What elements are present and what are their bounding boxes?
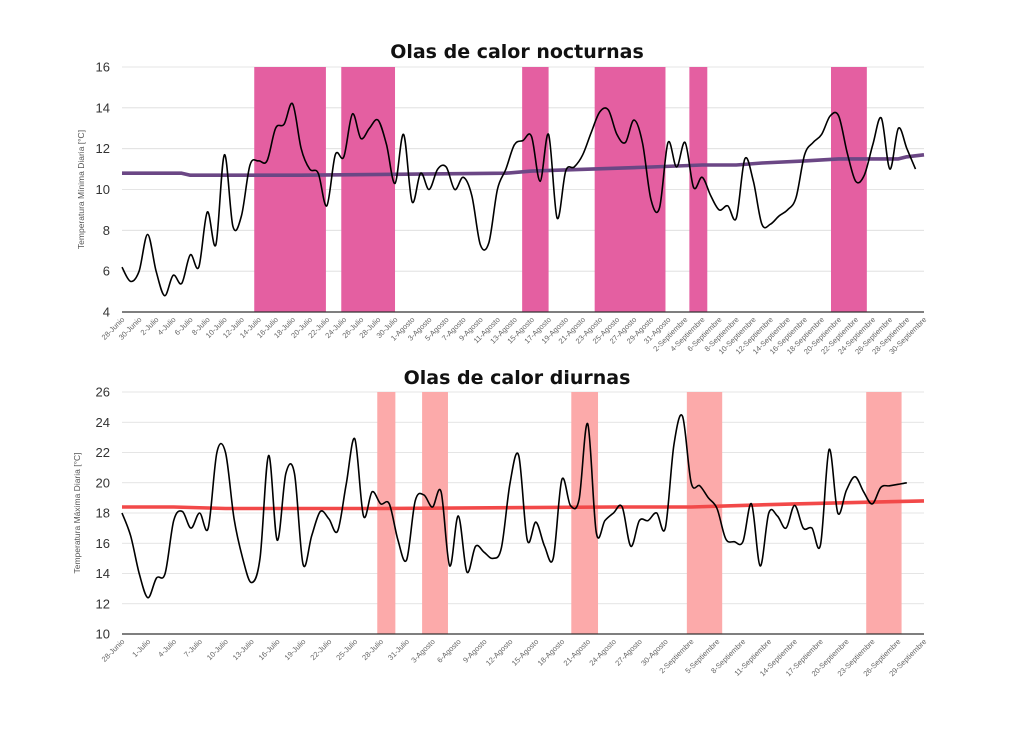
x-tick-label: 12-Agosto xyxy=(484,637,515,668)
x-tick-label: 4-Julio xyxy=(156,637,178,659)
chart-2: Olas de calor diurnas 10 12 14 16 18 20 22 24 26 T… xyxy=(72,367,928,678)
y-tick-label: 14 xyxy=(96,100,110,115)
chart-title: Olas de calor nocturnas xyxy=(390,41,644,63)
x-tick-label: 24-Agosto xyxy=(587,637,618,668)
y-tick-label: 12 xyxy=(96,141,110,156)
y-tick-label: 22 xyxy=(96,445,110,460)
x-tick-label: 31-Julio xyxy=(386,637,411,662)
x-tick-label: 10-Julio xyxy=(205,637,230,662)
chart-title: Olas de calor diurnas xyxy=(404,367,631,389)
y-tick-label: 16 xyxy=(96,536,110,551)
x-tick-label: 4-Julio xyxy=(156,315,178,337)
y-tick-label: 10 xyxy=(96,627,110,642)
x-tick-label: 15-Agosto xyxy=(510,637,541,668)
x-tick-label: 13-Julio xyxy=(231,637,256,662)
y-tick-label: 12 xyxy=(96,596,110,611)
x-tick-label: 18-Agosto xyxy=(536,637,567,668)
heatwave-band xyxy=(377,392,396,634)
x-tick-label: 1-Julio xyxy=(130,637,152,659)
heatwave-band xyxy=(254,67,326,312)
chart-1: Olas de calor nocturnas 4 6 8 10 12 14 16 Temper… xyxy=(76,41,928,356)
x-tick-label: 19-Julio xyxy=(283,637,308,662)
y-tick-label: 6 xyxy=(103,264,110,279)
y-axis-label: Temperatura Máxima Diaria [°C] xyxy=(72,452,82,573)
y-tick-label: 8 xyxy=(103,223,110,238)
x-tick-label: 2-Julio xyxy=(139,315,161,337)
heatwave-band xyxy=(686,392,723,634)
x-tick-label: 16-Julio xyxy=(257,637,282,662)
y-tick-label: 14 xyxy=(96,566,110,581)
temperature-line xyxy=(121,102,917,297)
x-tick-label: 6-Julio xyxy=(173,315,195,337)
y-tick-label: 4 xyxy=(103,305,110,320)
y-axis-label: Temperatura Mínima Diaria [°C] xyxy=(76,130,86,249)
heatwave-band xyxy=(594,67,666,312)
y-tick-label: 24 xyxy=(96,415,110,430)
x-tick-label: 25-Julio xyxy=(334,637,359,662)
y-tick-label: 18 xyxy=(96,506,110,521)
heatwave-band xyxy=(341,67,396,312)
y-tick-label: 16 xyxy=(96,60,110,75)
x-tick-label: 6-Agosto xyxy=(435,637,463,665)
heatwave-band xyxy=(522,67,549,312)
x-tick-label: 22-Julio xyxy=(308,637,333,662)
x-tick-label: 28-Julio xyxy=(360,637,385,662)
y-tick-label: 10 xyxy=(96,182,110,197)
heatwave-band xyxy=(866,392,902,634)
temperature-line xyxy=(121,414,907,599)
x-tick-label: 7-Julio xyxy=(182,637,204,659)
x-tick-label: 27-Agosto xyxy=(613,637,644,668)
heatwave-band xyxy=(689,67,708,312)
y-tick-label: 20 xyxy=(96,475,110,490)
threshold-line xyxy=(122,499,925,511)
heatwave-band xyxy=(831,67,867,312)
y-tick-label: 26 xyxy=(96,385,110,400)
x-tick-label: 3-Agosto xyxy=(409,637,437,665)
x-tick-label: 21-Agosto xyxy=(562,637,593,668)
